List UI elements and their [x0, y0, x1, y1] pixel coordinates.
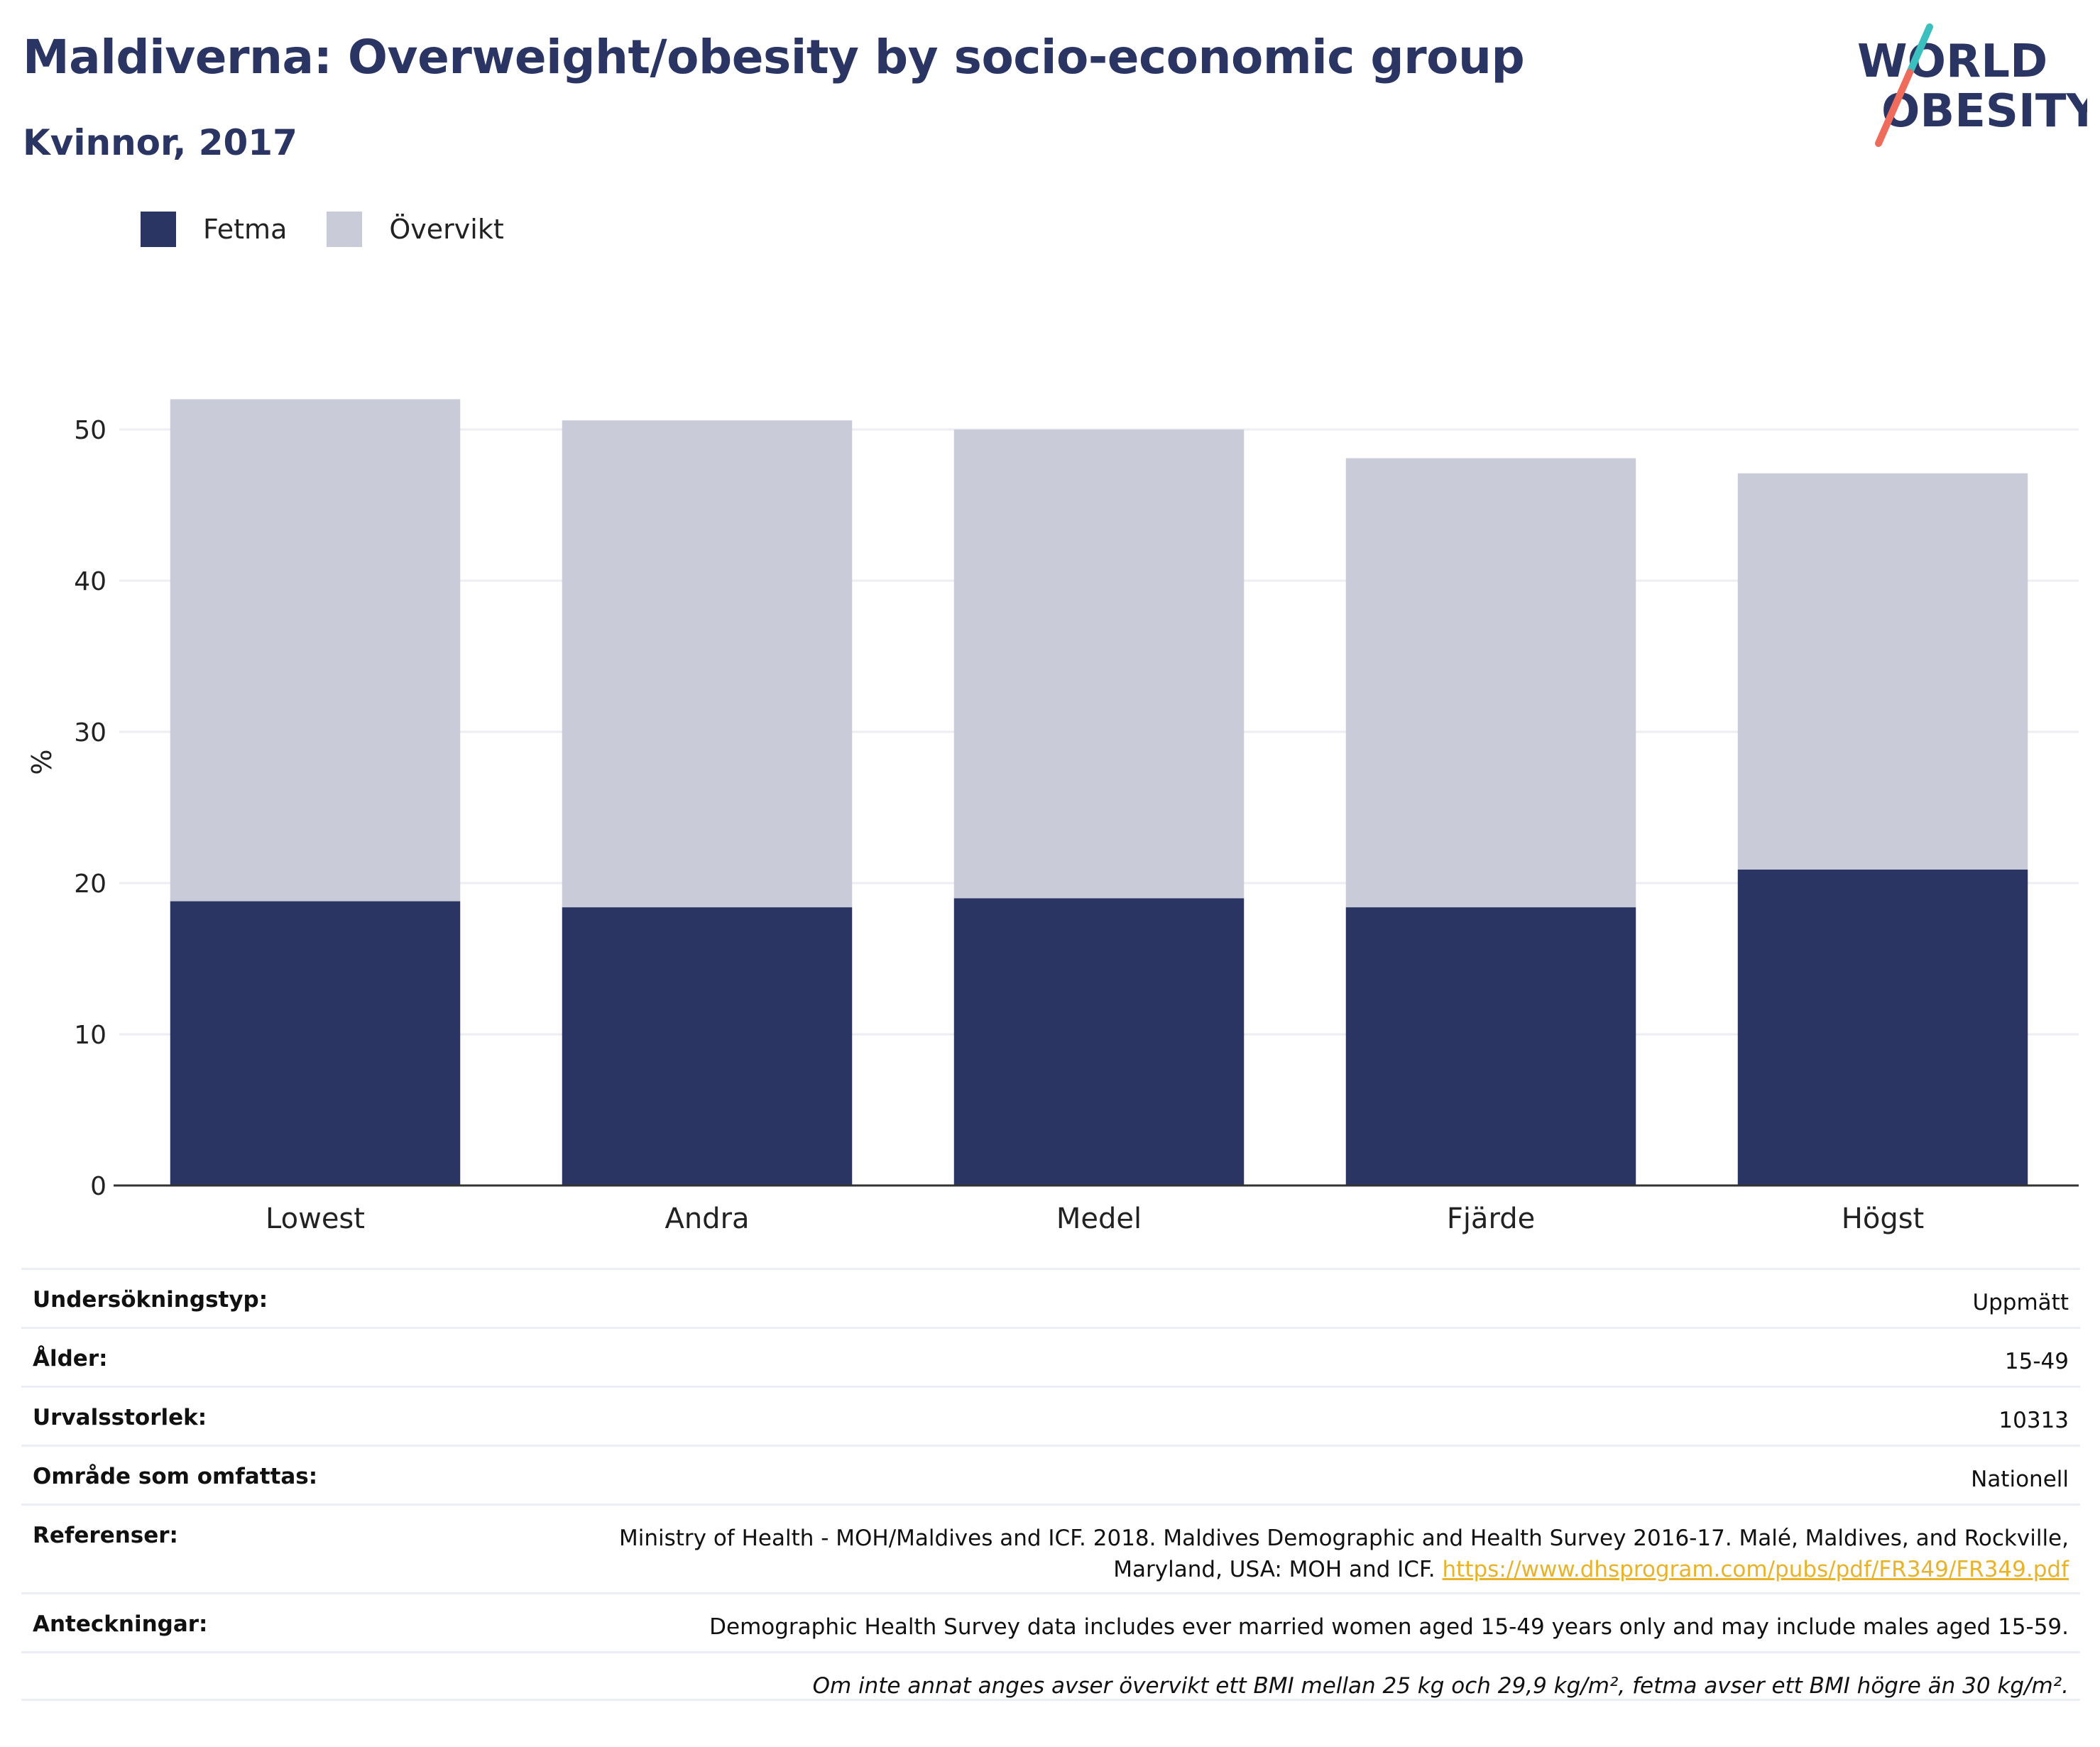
y-tick-label-40: 40 — [74, 567, 106, 596]
bar-fetma-0 — [170, 901, 461, 1185]
meta-label: Referenser: — [33, 1523, 178, 1548]
legend-item-overvikt[interactable]: Övervikt — [327, 212, 504, 247]
meta-value: Demographic Health Survey data includes … — [709, 1614, 2069, 1640]
bar-overvikt-1 — [562, 420, 853, 908]
meta-label: Anteckningar: — [33, 1611, 208, 1637]
meta-row-survey-type: Undersökningstyp: Uppmätt — [21, 1268, 2080, 1327]
bar-fetma-4 — [1737, 869, 2028, 1185]
meta-value: Nationell — [1971, 1467, 2069, 1492]
bmi-footnote: Om inte annat anges avser övervikt ett B… — [812, 1673, 2069, 1699]
logo-slash-coral — [1875, 69, 1913, 147]
chart-title: Maldiverna: Overweight/obesity by socio-… — [23, 30, 1525, 84]
logo-slash-teal — [1906, 23, 1933, 76]
legend-swatch-fetma — [141, 212, 176, 247]
bar-overvikt-0 — [170, 399, 461, 902]
bar-fetma-3 — [1345, 907, 1636, 1185]
references-line-1: Ministry of Health - MOH/Maldives and IC… — [618, 1526, 2069, 1551]
bar-overvikt-3 — [1345, 458, 1636, 908]
bar-overvikt-4 — [1737, 473, 2028, 870]
x-tick-label-3: Fjärde — [1447, 1203, 1535, 1235]
meta-label: Undersökningstyp: — [33, 1287, 268, 1313]
meta-value: 10313 — [1998, 1408, 2069, 1433]
x-tick-label-1: Andra — [665, 1203, 749, 1235]
legend-swatch-overvikt — [327, 212, 363, 247]
y-axis-label: % — [26, 750, 58, 775]
y-tick-label-50: 50 — [74, 416, 106, 445]
world-obesity-logo: WORLD OBESITY — [1857, 23, 2087, 147]
logo-text-world: WORLD — [1857, 35, 2047, 88]
logo-text-obesity: OBESITY — [1881, 85, 2087, 138]
meta-row-coverage: Område som omfattas: Nationell — [21, 1445, 2080, 1504]
meta-row-references: Referenser: Ministry of Health - MOH/Mal… — [21, 1504, 2080, 1592]
chart-subtitle: Kvinnor, 2017 — [23, 122, 297, 163]
references-text: Ministry of Health - MOH/Maldives and IC… — [619, 1523, 2069, 1585]
meta-row-age: Ålder: 15-49 — [21, 1327, 2080, 1386]
meta-row-footnote: Om inte annat anges avser övervikt ett B… — [21, 1651, 2080, 1701]
bar-overvikt-2 — [953, 429, 1245, 899]
bar-fetma-1 — [562, 907, 853, 1185]
references-link[interactable]: https://www.dhsprogram.com/pubs/pdf/FR34… — [1442, 1557, 2069, 1582]
legend-label-overvikt: Övervikt — [389, 214, 504, 245]
meta-label: Ålder: — [33, 1346, 108, 1371]
meta-value: Uppmätt — [1972, 1290, 2069, 1315]
references-line-2: Maryland, USA: MOH and ICF. — [1113, 1557, 1435, 1582]
meta-value: 15-49 — [2004, 1349, 2069, 1374]
bar-chart: 0 10 20 30 40 50% Lowest Andra Medel Fjärde Högst — [26, 399, 2079, 1235]
x-tick-label-2: Medel — [1056, 1203, 1142, 1235]
legend-label-fetma: Fetma — [203, 214, 288, 245]
meta-label: Urvalsstorlek: — [33, 1405, 207, 1430]
meta-label: Område som omfattas: — [33, 1464, 318, 1489]
legend-item-fetma[interactable]: Fetma — [141, 212, 287, 247]
y-tick-label-30: 30 — [74, 718, 106, 747]
y-tick-label-0: 0 — [90, 1172, 106, 1201]
meta-row-sample-size: Urvalsstorlek: 10313 — [21, 1386, 2080, 1445]
x-tick-label-4: Högst — [1842, 1203, 1924, 1235]
x-tick-label-0: Lowest — [266, 1203, 365, 1235]
survey-details-table: Undersökningstyp: Uppmätt Ålder: 15-49 U… — [21, 1268, 2080, 1701]
y-tick-label-10: 10 — [74, 1021, 106, 1050]
y-tick-label-20: 20 — [74, 870, 106, 899]
bar-fetma-2 — [953, 898, 1245, 1185]
chart-legend: Fetma Övervikt — [141, 210, 544, 248]
meta-row-notes: Anteckningar: Demographic Health Survey … — [21, 1592, 2080, 1651]
